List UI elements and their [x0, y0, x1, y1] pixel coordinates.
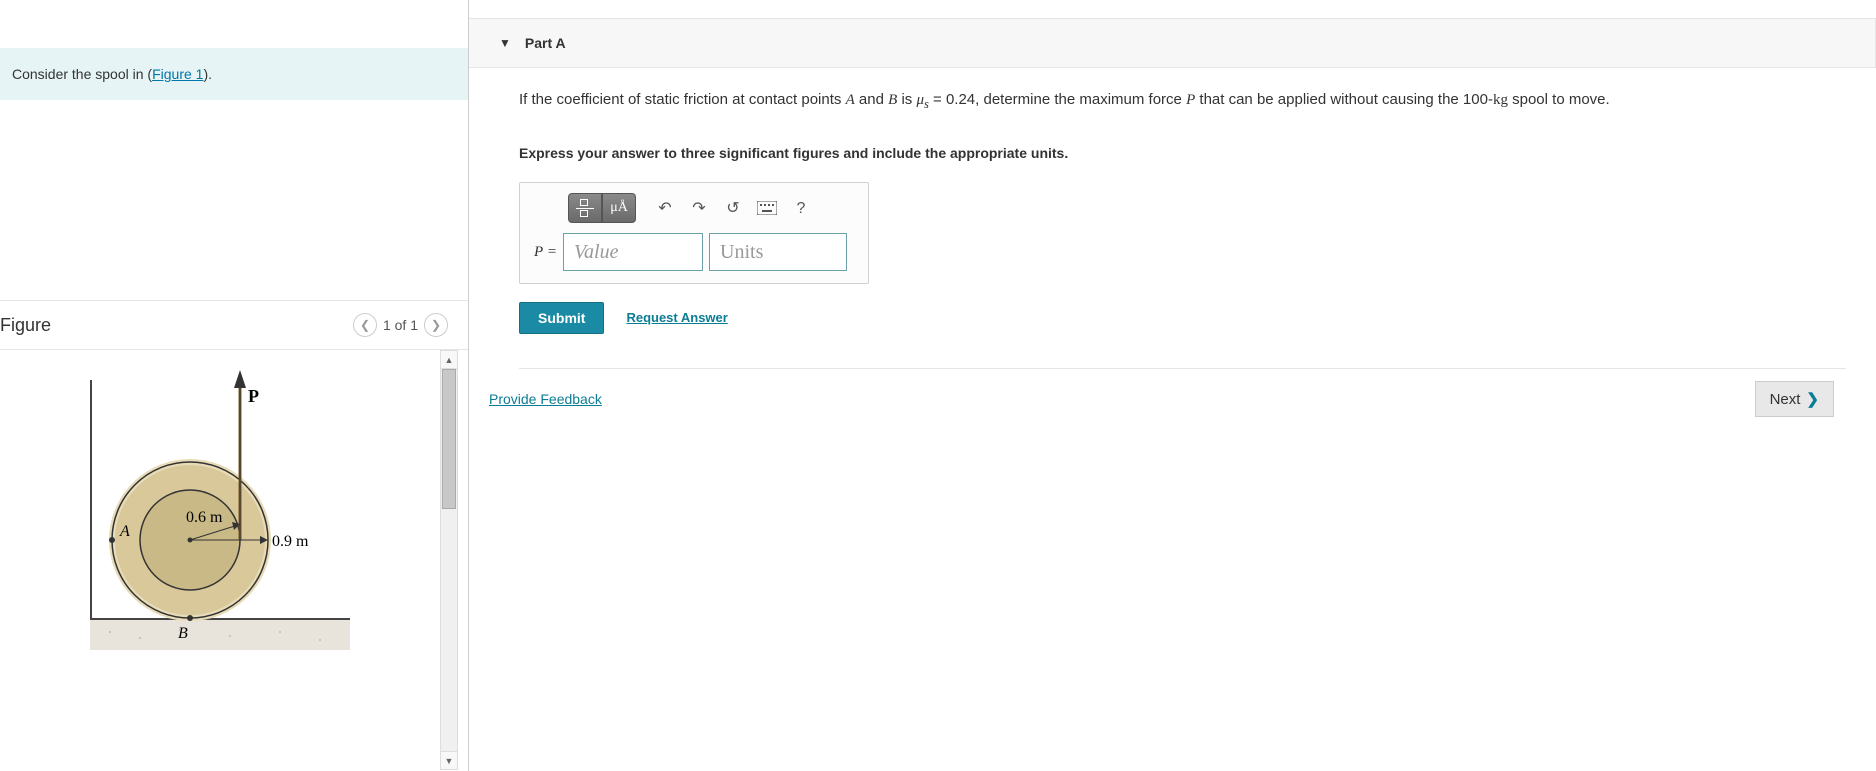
problem-suffix: ).: [203, 66, 212, 82]
symbols-button[interactable]: μÅ: [602, 193, 636, 223]
help-button[interactable]: ?: [786, 193, 816, 223]
undo-button[interactable]: ↶: [650, 193, 680, 223]
scroll-down-arrow[interactable]: ▼: [441, 751, 457, 769]
request-answer-link[interactable]: Request Answer: [626, 308, 727, 329]
instruction: Express your answer to three significant…: [519, 142, 1846, 164]
figure-scrollbar[interactable]: ▲ ▼: [440, 350, 458, 770]
figure-title: Figure: [0, 315, 353, 336]
next-button[interactable]: Next ❯: [1755, 381, 1834, 417]
answer-box: μÅ ↶ ↷ ↺ ? P =: [519, 182, 869, 284]
provide-feedback-link[interactable]: Provide Feedback: [489, 388, 602, 410]
figure-section: Figure ❮ 1 of 1 ❯: [0, 300, 468, 771]
scroll-thumb[interactable]: [442, 369, 456, 509]
label-P: P: [248, 386, 259, 406]
redo-button[interactable]: ↷: [684, 193, 714, 223]
input-row: P = Value Units: [528, 233, 860, 271]
footer-row: Provide Feedback Next ❯: [489, 369, 1846, 417]
scroll-track[interactable]: [441, 369, 457, 751]
figure-next-button[interactable]: ❯: [424, 313, 448, 337]
action-row: Submit Request Answer: [519, 302, 1846, 334]
keyboard-icon: [757, 201, 777, 215]
input-lhs: P =: [534, 240, 557, 264]
scroll-up-arrow[interactable]: ▲: [441, 351, 457, 369]
value-placeholder: Value: [574, 236, 618, 268]
left-panel: Consider the spool in (Figure 1). Figure…: [0, 0, 469, 771]
submit-button[interactable]: Submit: [519, 302, 604, 334]
part-label: Part A: [525, 35, 566, 51]
label-A: A: [119, 523, 130, 540]
part-header[interactable]: ▼ Part A: [469, 18, 1876, 68]
label-inner-r: 0.6 m: [186, 509, 223, 526]
chevron-right-icon: ❯: [1806, 390, 1819, 408]
figure-header: Figure ❮ 1 of 1 ❯: [0, 301, 468, 350]
figure-counter: 1 of 1: [383, 317, 418, 333]
figure-diagram: P 0.6 m 0.9 m A B: [0, 350, 468, 673]
keyboard-button[interactable]: [752, 193, 782, 223]
figure-nav: ❮ 1 of 1 ❯: [353, 313, 448, 337]
answer-toolbar: μÅ ↶ ↷ ↺ ?: [528, 191, 860, 233]
right-panel: ▼ Part A If the coefficient of static fr…: [469, 0, 1876, 771]
value-input[interactable]: Value: [563, 233, 703, 271]
problem-prefix: Consider the spool in (: [12, 66, 152, 82]
figure-viewport: P 0.6 m 0.9 m A B: [0, 350, 468, 770]
question-body: If the coefficient of static friction at…: [469, 68, 1876, 417]
fraction-icon: [576, 199, 594, 217]
units-input[interactable]: Units: [709, 233, 847, 271]
next-label: Next: [1770, 391, 1801, 408]
label-B: B: [178, 625, 188, 642]
problem-statement: Consider the spool in (Figure 1).: [0, 48, 468, 100]
help-icon: ?: [797, 196, 806, 222]
collapse-caret-icon: ▼: [499, 36, 511, 50]
figure-prev-button[interactable]: ❮: [353, 313, 377, 337]
question-text: If the coefficient of static friction at…: [519, 88, 1846, 114]
units-placeholder: Units: [720, 236, 763, 268]
reset-button[interactable]: ↺: [718, 193, 748, 223]
templates-button[interactable]: [568, 193, 602, 223]
figure-link[interactable]: Figure 1: [152, 66, 203, 82]
label-outer-r: 0.9 m: [272, 533, 309, 550]
symbols-label: μÅ: [610, 197, 628, 219]
